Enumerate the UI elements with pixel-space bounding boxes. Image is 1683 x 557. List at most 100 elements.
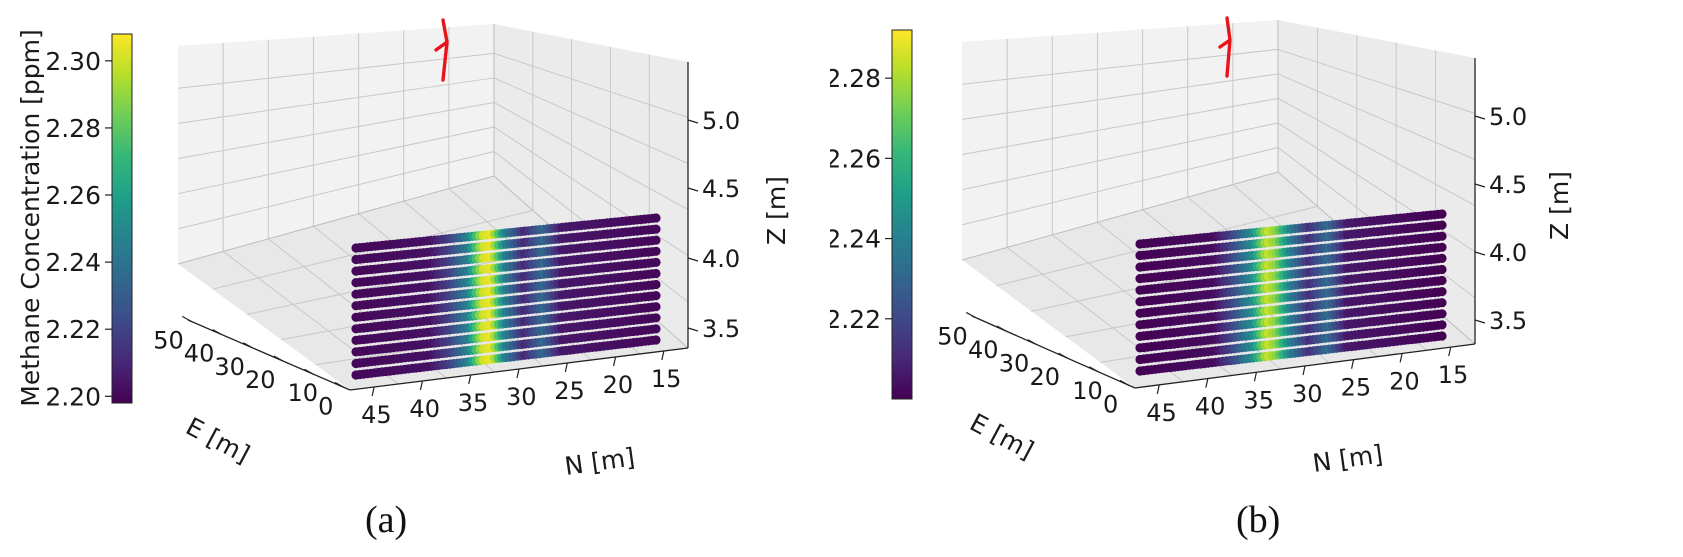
grid-line <box>177 101 495 160</box>
n-tick-label: 25 <box>554 377 585 405</box>
n-tick-label: 20 <box>603 371 634 399</box>
n-tick-label: 45 <box>361 401 392 429</box>
scatter-point <box>1437 331 1447 341</box>
n-tick-label: 45 <box>1146 399 1177 427</box>
grid-line <box>961 48 1279 85</box>
grid-line <box>177 150 495 230</box>
scatter-point <box>651 335 661 345</box>
colorbar-label: Methane Concentration [ppm] <box>16 29 45 407</box>
colorbar-tick-label: 2.24 <box>45 248 101 277</box>
z-tick <box>1474 115 1486 120</box>
n-tick <box>468 374 472 385</box>
e-tick-label: 50 <box>937 322 968 350</box>
e-tick <box>1027 339 1038 346</box>
scatter-point <box>651 291 661 301</box>
n-tick-label: 15 <box>651 365 682 393</box>
e-tick-label: 10 <box>1072 377 1103 405</box>
e-tick-label: 10 <box>288 379 319 407</box>
e-tick-label: 50 <box>153 326 184 354</box>
scatter-point <box>651 313 661 323</box>
grid-line <box>177 77 495 124</box>
n-tick-label: 40 <box>409 395 440 423</box>
grid-line <box>177 52 495 89</box>
grid-line <box>493 52 689 118</box>
grid-line <box>1277 73 1476 160</box>
z-tick <box>687 119 699 124</box>
z-tick <box>687 187 699 192</box>
e-axis-label: E [m] <box>181 412 254 469</box>
e-tick <box>1119 379 1130 386</box>
z-tick-label: 4.5 <box>702 175 740 203</box>
n-tick-label: 40 <box>1195 393 1226 421</box>
n-axis-label: N [m] <box>1311 439 1385 478</box>
n-tick-label: 35 <box>1243 386 1274 414</box>
e-tick-label: 20 <box>1030 363 1061 391</box>
z-tick <box>1474 183 1486 188</box>
e-tick <box>1088 366 1099 373</box>
scatter-point <box>1437 209 1447 219</box>
plume-source-marker <box>434 18 449 82</box>
e-tick-label: 40 <box>184 340 215 368</box>
grid-line <box>1277 98 1476 207</box>
e-tick <box>273 355 284 362</box>
e-tick-label: 40 <box>968 336 999 364</box>
n-tick <box>1399 353 1403 363</box>
scatter-point <box>1437 320 1447 330</box>
z-tick-label: 5.0 <box>702 107 740 135</box>
pane-edge <box>177 175 495 265</box>
n-tick-label: 30 <box>506 383 537 411</box>
scatter-point <box>1437 242 1447 252</box>
colorbar-tick-label: 2.26 <box>830 144 881 173</box>
colorbar-tick-label: 2.22 <box>45 315 101 344</box>
e-tick-label: 0 <box>1103 390 1118 418</box>
n-tick <box>1156 384 1160 394</box>
scatter-point <box>651 279 661 290</box>
scatter-point <box>651 224 661 234</box>
z-tick <box>1474 319 1486 324</box>
e-axis-label: E [m] <box>965 408 1038 465</box>
back-pane <box>962 20 1278 260</box>
e-axis-line <box>971 315 1136 389</box>
scatter-point <box>651 235 661 245</box>
plume-source-marker <box>1218 16 1232 78</box>
n-tick <box>516 368 520 379</box>
caption-b: (b) <box>1236 499 1281 541</box>
grid-line <box>961 97 1279 156</box>
grid-line <box>1277 122 1476 253</box>
e-tick <box>181 315 192 322</box>
scatter-point <box>651 268 661 279</box>
e-axis-line <box>187 319 351 391</box>
n-tick <box>564 362 568 373</box>
colorbar-tick-label: 2.22 <box>830 305 881 334</box>
e-tick <box>243 342 253 349</box>
e-tick <box>1058 352 1068 359</box>
e-tick-label: 0 <box>318 392 333 420</box>
n-tick <box>661 350 665 361</box>
pane-edge <box>961 171 1279 261</box>
scatter-point <box>1437 287 1447 297</box>
grid-line <box>961 73 1279 120</box>
n-tick-label: 30 <box>1292 380 1323 408</box>
scatter-point <box>651 213 661 223</box>
n-tick <box>371 386 375 397</box>
grid-line <box>493 102 689 211</box>
colorbar-tick-label: 2.24 <box>830 225 881 254</box>
colorbar-tick-label: 2.26 <box>45 181 101 210</box>
z-tick <box>687 327 699 332</box>
colorbar-tick-label: 2.30 <box>45 47 101 76</box>
scatter-point <box>1437 264 1447 275</box>
z-tick-label: 4.0 <box>702 245 740 273</box>
scatter-point <box>651 246 661 256</box>
e-tick-label: 20 <box>245 366 276 394</box>
n-tick-label: 15 <box>1438 361 1469 389</box>
e-tick <box>965 311 976 318</box>
colorbar <box>111 33 133 404</box>
scatter-point <box>1437 309 1447 319</box>
grid-line <box>358 213 544 367</box>
scatter-point <box>651 302 661 312</box>
colorbar-tick-label: 2.28 <box>45 114 101 143</box>
e-tick-label: 30 <box>999 350 1030 378</box>
scatter-point <box>1437 220 1447 230</box>
scatter-point <box>1437 231 1447 241</box>
